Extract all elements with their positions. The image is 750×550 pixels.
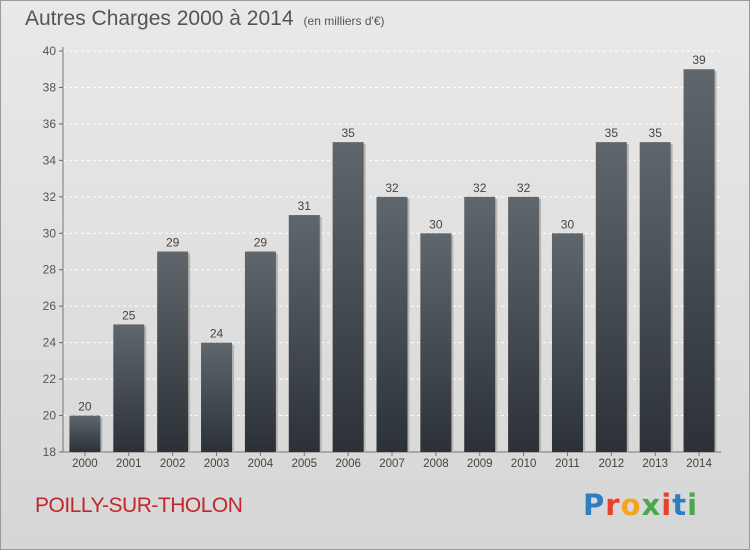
data-label: 32 <box>473 181 487 195</box>
y-tick-label: 40 <box>43 44 57 58</box>
bars <box>69 69 717 453</box>
data-label: 29 <box>254 236 268 250</box>
y-tick-label: 38 <box>43 80 57 94</box>
y-tick-label: 20 <box>43 409 57 423</box>
logo-letter: r <box>605 488 621 522</box>
bar <box>595 142 627 453</box>
y-tick-label: 28 <box>43 263 57 277</box>
bar <box>683 69 715 453</box>
commune-name: POILLY-SUR-THOLON <box>35 494 243 517</box>
x-tick-label: 2014 <box>686 458 712 470</box>
data-label: 31 <box>298 199 312 213</box>
bar <box>464 196 496 452</box>
y-tick-label: 30 <box>43 226 57 240</box>
chart-title-main: Autres Charges 2000 à 2014 <box>25 7 294 30</box>
y-tick-label: 18 <box>43 445 57 459</box>
x-tick-label: 2007 <box>379 458 405 470</box>
y-tick-label: 26 <box>43 299 57 313</box>
bar <box>157 251 189 452</box>
x-tick-label: 2001 <box>116 458 142 470</box>
proxiti-logo[interactable]: Proxiti <box>583 488 698 522</box>
x-tick-label: 2000 <box>72 458 98 470</box>
bar <box>288 215 320 452</box>
x-tick-label: 2008 <box>423 458 449 470</box>
data-label: 24 <box>210 327 224 341</box>
x-tick-label: 2005 <box>291 458 317 470</box>
bar <box>551 233 583 452</box>
logo-letter: x <box>641 488 662 522</box>
data-label: 35 <box>341 126 355 140</box>
chart-subtitle: (en milliers d'€) <box>303 14 385 28</box>
logo-letter: i <box>661 488 673 522</box>
y-tick-label: 36 <box>43 117 57 131</box>
chart-title: Autres Charges 2000 à 2014 (en milliers d… <box>25 7 385 31</box>
y-tick-label: 32 <box>43 190 57 204</box>
data-label: 32 <box>517 181 531 195</box>
data-label: 20 <box>78 400 92 414</box>
x-tick-label: 2010 <box>511 458 537 470</box>
data-labels: 20 25 29 24 29 31 35 32 30 32 32 30 35 35 39 <box>78 53 706 413</box>
data-label: 32 <box>385 181 399 195</box>
y-tick-label: 24 <box>43 336 57 350</box>
bar <box>113 324 145 452</box>
bar <box>201 342 233 452</box>
logo-letter: i <box>687 488 699 522</box>
data-label: 25 <box>122 308 136 322</box>
data-label: 39 <box>692 53 706 67</box>
data-label: 30 <box>429 217 443 231</box>
bar <box>508 196 540 452</box>
bar <box>244 251 276 452</box>
x-tick-label: 2002 <box>160 458 186 470</box>
logo-letter: t <box>672 488 688 522</box>
bar <box>332 142 364 453</box>
logo-letter: P <box>583 488 606 522</box>
y-tick-label: 34 <box>43 153 57 167</box>
x-tick-label: 2012 <box>599 458 625 470</box>
logo-letter: o <box>620 488 642 522</box>
x-tick-label: 2009 <box>467 458 493 470</box>
x-tick-label: 2006 <box>335 458 361 470</box>
data-label: 29 <box>166 236 180 250</box>
x-tick-label: 2013 <box>642 458 668 470</box>
bar <box>69 415 101 452</box>
x-tick-label: 2004 <box>248 458 274 470</box>
bar <box>376 196 408 452</box>
data-label: 35 <box>605 126 619 140</box>
bar <box>639 142 671 453</box>
x-tick-label: 2011 <box>555 458 580 470</box>
y-tick-label: 22 <box>43 372 57 386</box>
bar <box>420 233 452 452</box>
x-tick-label: 2003 <box>204 458 230 470</box>
data-label: 35 <box>649 126 663 140</box>
data-label: 30 <box>561 217 575 231</box>
